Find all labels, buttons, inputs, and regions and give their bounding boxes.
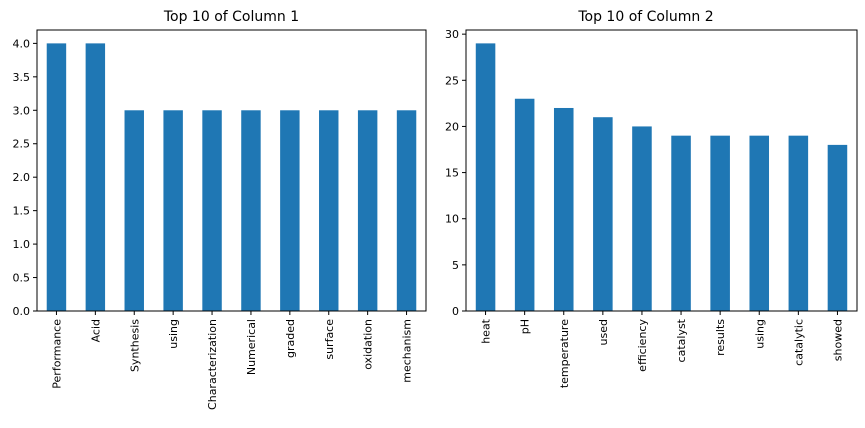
xtick-label-right-6: catalyst bbox=[675, 318, 688, 362]
ytick-label-right-5: 25 bbox=[445, 74, 459, 87]
xtick-label-left-2: Acid bbox=[89, 319, 102, 342]
bar-right-9 bbox=[788, 135, 809, 311]
bar-right-6 bbox=[671, 135, 691, 311]
bar-right-2 bbox=[514, 98, 535, 311]
xtick-label-right-4: used bbox=[597, 319, 610, 345]
chart-right: Top 10 of Column 2 0 5 10 15 20 25 30 heat pH tem… bbox=[445, 9, 858, 388]
ytick-label-left-3: 1.5 bbox=[13, 205, 31, 218]
xtick-label-left-10: mechanism bbox=[401, 319, 414, 383]
bar-left-8 bbox=[319, 110, 339, 312]
xtick-label-left-9: oxidation bbox=[362, 319, 375, 370]
xtick-label-left-4: using bbox=[167, 319, 180, 349]
ytick-label-left-2: 1.0 bbox=[13, 238, 31, 251]
xtick-label-left-5: Characterization bbox=[206, 319, 219, 410]
xtick-label-right-1: heat bbox=[480, 318, 493, 343]
bar-right-10 bbox=[827, 144, 848, 311]
bar-left-3 bbox=[124, 110, 144, 312]
ytick-label-right-2: 10 bbox=[445, 213, 459, 226]
bar-left-9 bbox=[357, 110, 378, 312]
xtick-label-left-6: Numerical bbox=[245, 319, 258, 375]
bar-left-2 bbox=[85, 43, 106, 311]
bar-right-3 bbox=[553, 107, 574, 311]
ytick-label-right-4: 20 bbox=[445, 120, 459, 133]
ytick-label-right-3: 15 bbox=[445, 167, 459, 180]
xtick-label-right-5: efficiency bbox=[636, 319, 649, 372]
ytick-label-left-5: 2.5 bbox=[13, 138, 31, 151]
bar-right-1 bbox=[475, 43, 496, 311]
xtick-label-left-3: Synthesis bbox=[128, 319, 141, 372]
chart-right-title: Top 10 of Column 2 bbox=[577, 9, 713, 25]
ytick-label-left-1: 0.5 bbox=[13, 272, 31, 285]
xtick-label-left-7: graded bbox=[284, 319, 297, 358]
bar-right-5 bbox=[632, 126, 652, 311]
chart-left-title: Top 10 of Column 1 bbox=[163, 9, 299, 25]
xtick-label-left-8: surface bbox=[323, 319, 336, 360]
ytick-label-left-4: 2.0 bbox=[13, 171, 31, 184]
ytick-label-right-1: 5 bbox=[452, 259, 459, 272]
xtick-label-right-8: using bbox=[753, 319, 766, 349]
bar-left-1 bbox=[46, 43, 67, 311]
xtick-label-right-10: showed bbox=[831, 319, 844, 361]
chart-left: Top 10 of Column 1 0.0 0.5 1.0 1.5 2.0 2.5 3.0… bbox=[13, 9, 427, 410]
bar-right-4 bbox=[593, 117, 613, 311]
xtick-label-right-7: results bbox=[714, 319, 727, 356]
xtick-label-left-1: Performance bbox=[50, 319, 63, 389]
ytick-label-left-6: 3.0 bbox=[13, 104, 31, 117]
bar-right-8 bbox=[749, 135, 770, 311]
xtick-label-right-9: catalytic bbox=[792, 319, 805, 366]
bar-left-5 bbox=[202, 110, 222, 312]
bar-left-10 bbox=[396, 110, 417, 312]
ytick-label-left-0: 0.0 bbox=[13, 305, 31, 318]
xtick-label-right-2: pH bbox=[519, 319, 532, 334]
ytick-label-left-7: 3.5 bbox=[13, 71, 31, 84]
ytick-label-right-6: 30 bbox=[445, 28, 459, 41]
xtick-label-right-3: temperature bbox=[558, 319, 571, 388]
bar-right-7 bbox=[710, 135, 730, 311]
ytick-label-right-0: 0 bbox=[452, 305, 459, 318]
bar-left-4 bbox=[163, 110, 183, 312]
ytick-label-left-8: 4.0 bbox=[13, 37, 31, 50]
bar-left-7 bbox=[280, 110, 300, 312]
axes-frame-left bbox=[36, 29, 427, 312]
axes-frame-right bbox=[465, 29, 858, 312]
bar-left-6 bbox=[241, 110, 261, 312]
